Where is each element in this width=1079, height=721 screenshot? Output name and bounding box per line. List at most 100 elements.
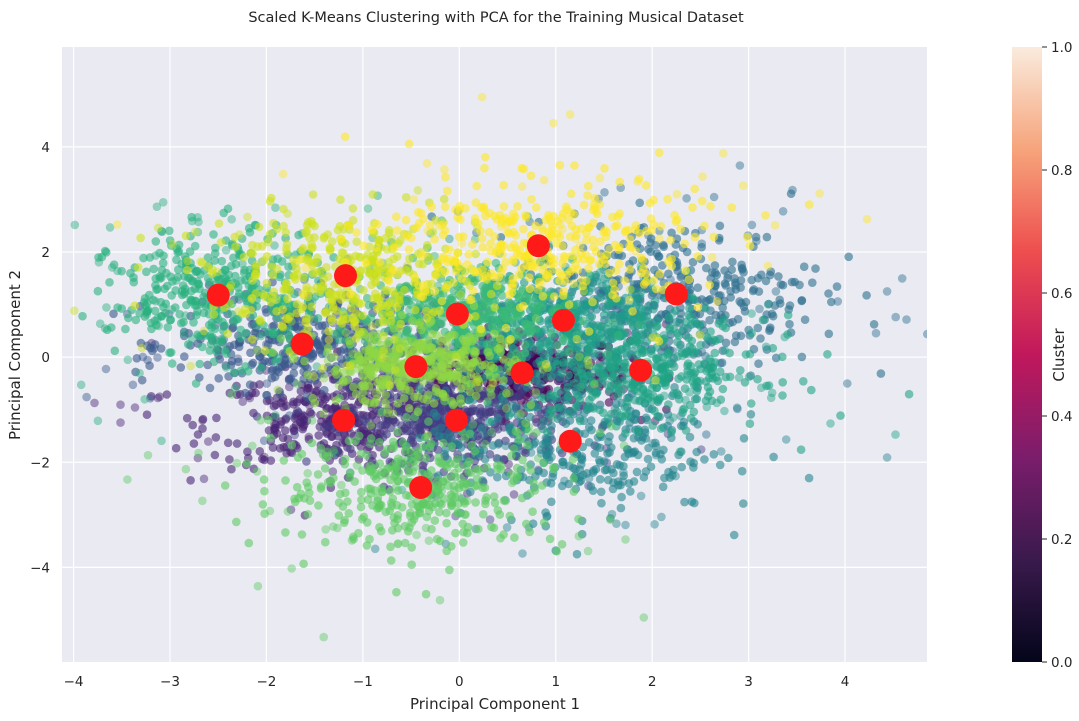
scatter-point [330,367,340,376]
scatter-point [179,331,189,341]
scatter-point [480,439,490,449]
scatter-point [233,292,243,302]
scatter-point [360,382,370,391]
scatter-point [656,424,666,433]
scatter-point [548,413,557,423]
scatter-point [221,245,231,255]
scatter-point [501,314,511,323]
scatter-point [643,454,653,464]
scatter-point [464,457,474,466]
scatter-point [281,528,290,537]
scatter-point [93,416,103,426]
scatter-point [563,409,573,419]
scatter-point [523,462,532,471]
scatter-point [281,476,290,485]
scatter-point [529,478,538,487]
scatter-point [454,464,464,473]
scatter-point [584,438,594,447]
scatter-point [574,514,583,524]
scatter-point [505,511,515,521]
scatter-point [712,398,722,408]
scatter-point [522,519,531,529]
scatter-point [439,438,448,448]
scatter-point [597,339,606,349]
scatter-point [282,355,291,365]
scatter-point [481,360,490,370]
scatter-point [490,498,500,508]
scatter-point [146,394,155,403]
scatter-point [665,326,675,335]
scatter-point [485,417,494,427]
scatter-point [501,441,511,451]
scatter-point [189,318,198,327]
scatter-point [264,357,274,367]
scatter-point [468,420,478,429]
scatter-point [560,476,569,486]
scatter-point [687,336,697,346]
scatter-point [383,464,393,474]
scatter-point [586,482,596,491]
scatter-point [223,204,233,213]
scatter-point [501,496,511,506]
scatter-point [646,393,655,402]
scatter-point [191,379,201,388]
scatter-point [204,437,213,446]
scatter-point [78,311,87,321]
scatter-point [281,415,290,425]
scatter-point [166,315,176,325]
scatter-point [766,393,776,403]
scatter-point [715,460,725,470]
scatter-point [636,491,646,501]
scatter-point [499,454,509,464]
scatter-point [286,447,295,457]
scatter-point [189,439,199,448]
scatter-point [421,523,431,533]
scatter-point [386,542,395,552]
scatter-point [346,444,355,454]
scatter-point [769,452,778,462]
scatter-point [479,510,488,519]
scatter-point [869,320,879,329]
scatter-point [664,313,673,323]
scatter-point [711,268,720,278]
scatter-point [321,537,330,547]
scatter-point [404,404,414,413]
scatter-point [757,383,766,393]
scatter-point [303,510,313,519]
scatter-point [393,427,402,437]
scatter-point [659,242,668,251]
scatter-point [267,373,277,383]
scatter-point [268,365,278,374]
scatter-point [318,399,328,409]
scatter-point [266,433,275,443]
scatter-point [256,331,266,341]
scatter-point [735,297,744,306]
scatter-point [333,446,343,455]
scatter-point [193,430,203,439]
scatter-point [356,449,366,458]
scatter-point [713,376,723,386]
scatter-point [354,431,364,441]
scatter-point [313,340,323,350]
scatter-point [303,469,313,478]
scatter-point [435,595,445,605]
scatter-point [490,392,500,402]
scatter-point [451,528,460,538]
scatter-point [113,303,122,312]
scatter-point [703,392,713,401]
scatter-point [309,370,319,379]
scatter-point [651,450,661,460]
scatter-point [463,496,472,506]
scatter-point [682,194,691,203]
scatter-point [683,370,692,380]
scatter-point [129,273,138,282]
scatter-point [297,449,307,459]
scatter-point [373,504,382,513]
scatter-point [664,269,673,279]
scatter-point [143,298,152,308]
scatter-point [366,467,375,477]
scatter-point [365,416,374,426]
scatter-point [692,386,702,396]
scatter-point [598,361,607,371]
scatter-point [741,350,751,359]
